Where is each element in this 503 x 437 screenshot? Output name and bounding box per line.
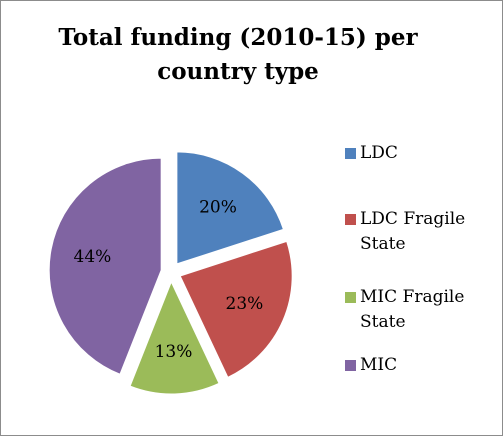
legend-label-mic-fragile-state: MIC Fragile State bbox=[360, 287, 465, 332]
pie-slice-mic bbox=[48, 157, 162, 375]
legend-swatch-ldc bbox=[345, 148, 356, 159]
pie-slice-mic-fragile-state bbox=[129, 280, 220, 395]
legend-swatch-mic bbox=[345, 360, 356, 371]
data-label-mic: 44% bbox=[74, 247, 112, 267]
pie-slice-ldc-fragile-state bbox=[179, 240, 293, 378]
legend-label-ldc-fragile-state: LDC Fragile State bbox=[360, 209, 466, 254]
pie-slice-ldc bbox=[176, 151, 285, 265]
legend-swatch-ldc-fragile-state bbox=[345, 214, 356, 225]
data-label-ldc-fragile-state: 23% bbox=[226, 294, 264, 314]
data-label-ldc: 20% bbox=[199, 197, 237, 217]
legend-label-mic: MIC bbox=[360, 355, 398, 375]
chart-title: Total funding (2010-15) per country type bbox=[58, 24, 418, 85]
data-label-mic-fragile-state: 13% bbox=[155, 342, 193, 362]
legend-label-ldc: LDC bbox=[360, 143, 398, 163]
legend-swatch-mic-fragile-state bbox=[345, 292, 356, 303]
